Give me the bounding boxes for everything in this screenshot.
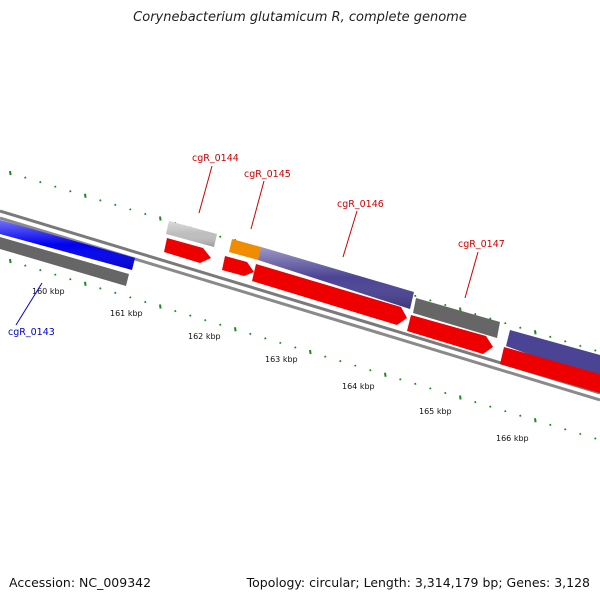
inner-tick (129, 296, 132, 299)
scale-label-165: 165 kbp (419, 407, 452, 416)
cds-next-red[interactable] (500, 347, 600, 393)
inner-tick (444, 391, 447, 395)
inner-tick (159, 304, 162, 309)
map-title: Corynebacterium glutamicum R, complete g… (133, 10, 467, 25)
inner-tick (234, 327, 237, 332)
inner-tick (69, 278, 72, 281)
lower-track-genes (0, 237, 600, 393)
outer-tick (444, 303, 447, 307)
scale-label-161: 161 kbp (110, 309, 143, 318)
inner-tick (39, 269, 42, 272)
inner-tick (204, 319, 207, 322)
genome-summary-text: Topology: circular; Length: 3,314,179 bp… (246, 575, 590, 590)
outer-tick (144, 212, 147, 216)
tick-track-inner (9, 258, 597, 440)
inner-tick (474, 400, 477, 404)
scale-label-166: 166 kbp (496, 434, 529, 443)
outer-tick (24, 176, 27, 179)
gene-labels: cgR_0143 cgR_0144 cgR_0145 cgR_0146 cgR_… (8, 153, 505, 338)
outer-tick (69, 190, 72, 193)
inner-tick (414, 382, 417, 385)
gene-label-cgR-0144[interactable]: cgR_0144 (192, 153, 239, 164)
inner-tick (84, 281, 87, 286)
inner-tick (339, 360, 342, 363)
outer-tick (534, 330, 537, 335)
cds-cgR-0147-red[interactable] (407, 315, 493, 354)
gene-label-leaders (15, 165, 479, 326)
inner-tick (459, 395, 462, 400)
accession-text: Accession: NC_009342 (9, 575, 152, 590)
inner-tick (384, 372, 387, 377)
genome-backbone (0, 209, 600, 402)
inner-tick (594, 437, 597, 440)
outer-tick (429, 299, 432, 302)
outer-tick (159, 216, 162, 221)
outer-tick (414, 294, 417, 297)
outer-tick (519, 326, 522, 329)
inner-tick (564, 428, 567, 431)
outer-tick (129, 208, 132, 211)
inner-tick (99, 287, 102, 290)
inner-tick (279, 341, 282, 345)
inner-tick (189, 314, 192, 317)
outer-tick (219, 235, 222, 238)
outer-tick (84, 193, 87, 198)
outer-tick (564, 340, 567, 343)
inner-tick (324, 355, 327, 358)
inner-tick (144, 300, 147, 304)
forward-strand-genes (0, 220, 600, 380)
inner-tick (174, 309, 177, 313)
scale-label-160: 160 kbp (32, 287, 65, 296)
scale-label-162: 162 kbp (188, 332, 221, 341)
inner-tick (9, 258, 12, 264)
outer-tick (594, 349, 597, 352)
outer-tick (489, 317, 492, 320)
gene-label-cgR-0145[interactable]: cgR_0145 (244, 169, 291, 180)
cds-cgR-0146-red[interactable] (252, 264, 407, 325)
outer-tick (504, 322, 507, 325)
inner-tick (354, 364, 357, 367)
inner-tick (114, 291, 117, 294)
inner-tick (369, 369, 372, 372)
cds-cgR-0144-red[interactable] (164, 238, 211, 263)
inner-tick (309, 349, 312, 355)
outer-tick (549, 335, 552, 338)
inner-tick (264, 337, 267, 340)
outer-tick (114, 203, 117, 206)
cds-cgR-0145-red[interactable] (222, 256, 254, 276)
inner-tick (534, 418, 537, 423)
outer-tick (474, 312, 477, 316)
inner-tick (519, 414, 522, 417)
gene-cgR-0143-gray[interactable] (0, 237, 129, 286)
gene-cgR-0145-orange[interactable] (229, 239, 261, 260)
inner-tick (219, 323, 222, 326)
scale-label-163: 163 kbp (265, 355, 298, 364)
inner-tick (294, 346, 297, 349)
gene-label-cgR-0143[interactable]: cgR_0143 (8, 327, 55, 338)
outer-tick (99, 199, 102, 202)
inner-tick (549, 423, 552, 426)
inner-tick (399, 378, 402, 381)
inner-tick (579, 432, 582, 436)
inner-tick (504, 410, 507, 413)
inner-tick (54, 273, 57, 276)
outer-tick (54, 185, 57, 188)
inner-tick (24, 264, 27, 267)
gene-label-cgR-0146[interactable]: cgR_0146 (337, 199, 384, 210)
outer-tick (9, 170, 12, 176)
scale-label-164: 164 kbp (342, 382, 375, 391)
inner-tick (429, 387, 432, 390)
gene-label-cgR-0147[interactable]: cgR_0147 (458, 239, 505, 250)
scale-labels: 160 kbp 161 kbp 162 kbp 163 kbp 164 kbp … (32, 287, 529, 443)
inner-tick (249, 332, 252, 335)
gene-cgR-0147-gray[interactable] (413, 298, 500, 338)
outer-tick (39, 181, 42, 184)
outer-tick (579, 344, 582, 348)
inner-tick (489, 405, 492, 408)
